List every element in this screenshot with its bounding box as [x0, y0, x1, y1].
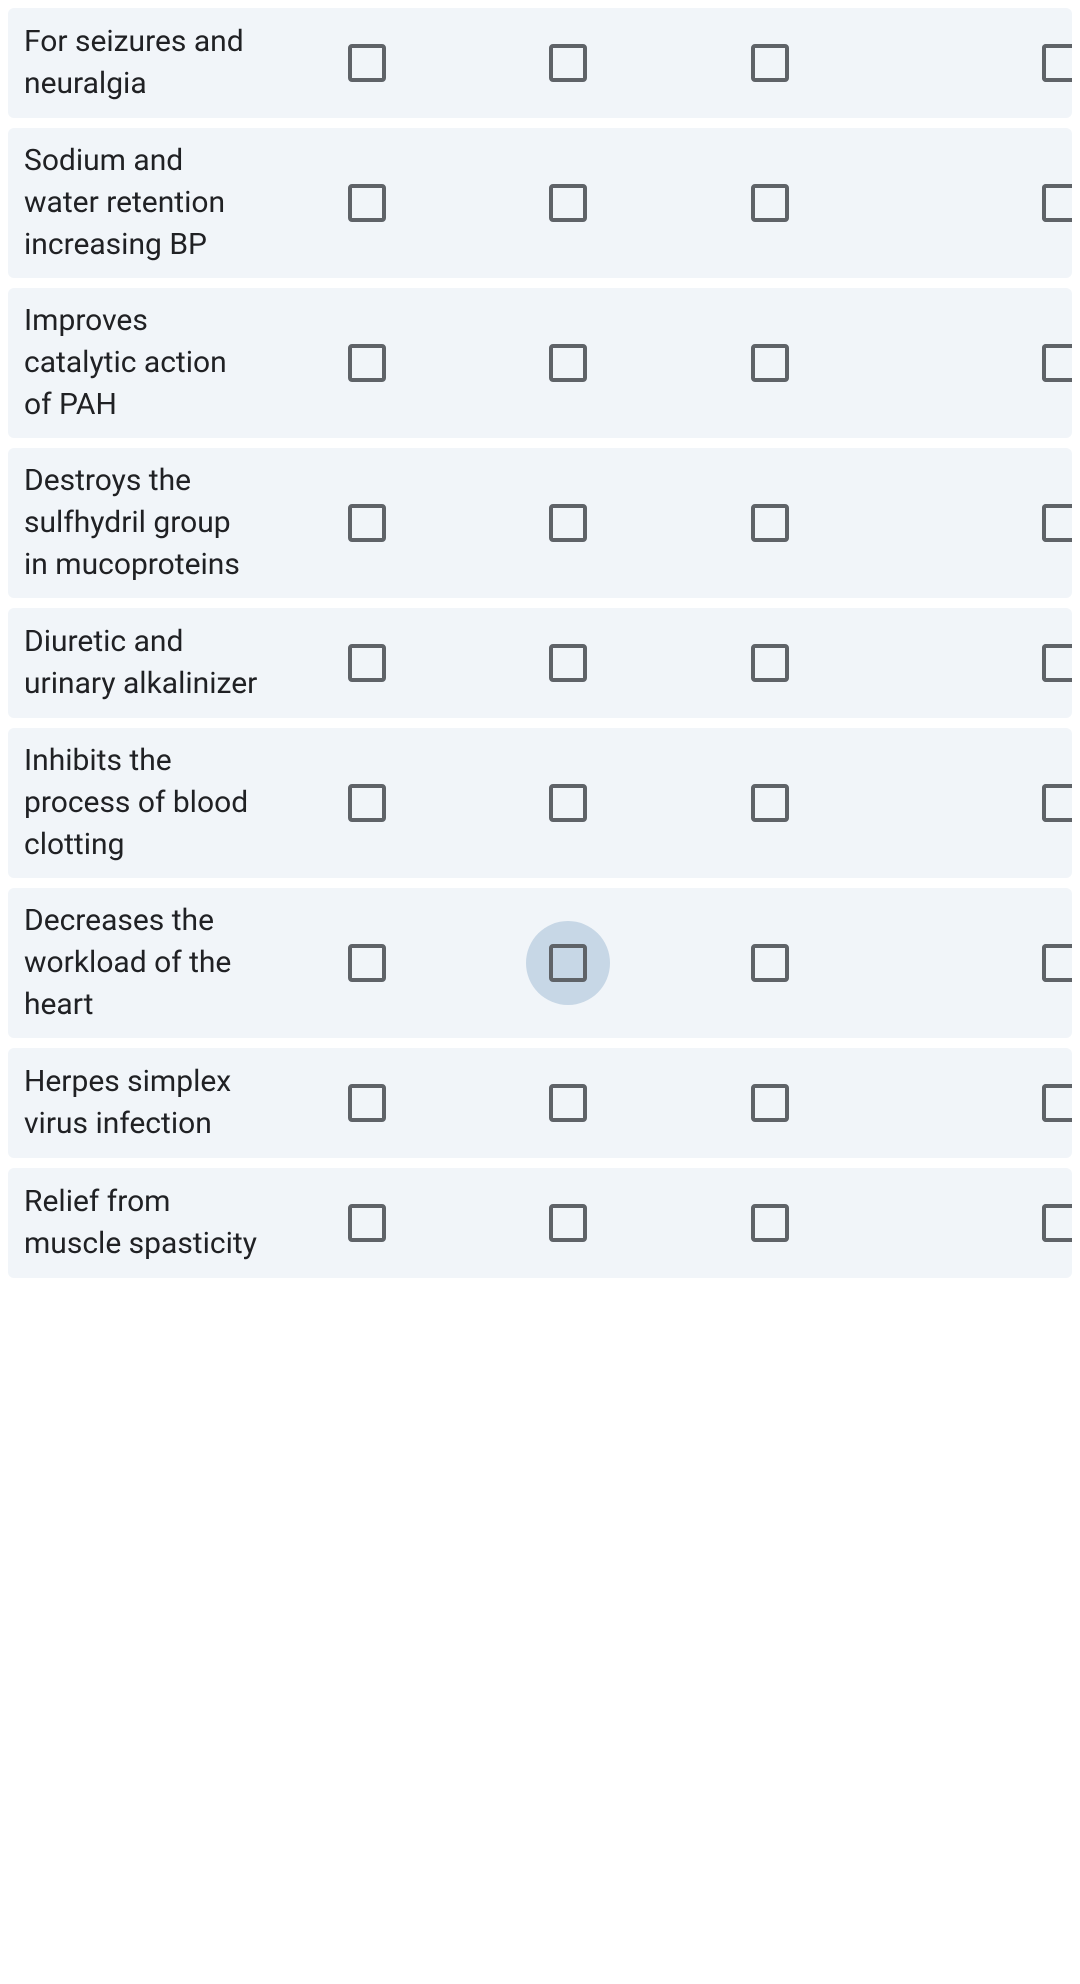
checkbox[interactable]	[549, 344, 587, 382]
checkbox[interactable]	[1042, 344, 1072, 382]
checkbox-cell	[266, 1204, 468, 1242]
row-label: Improves catalytic action of PAH	[24, 300, 266, 426]
row-label: Decreases the workload of the heart	[24, 900, 266, 1026]
checkbox[interactable]	[751, 1084, 789, 1122]
checkbox-cell	[871, 944, 1073, 982]
checkbox-cell	[468, 944, 670, 982]
checkbox-cell	[669, 184, 871, 222]
checkbox[interactable]	[348, 184, 386, 222]
grid-row: Diuretic and urinary alkalinizer	[8, 608, 1072, 718]
grid-row: Herpes simplex virus infection	[8, 1048, 1072, 1158]
checkbox[interactable]	[348, 1204, 386, 1242]
checkbox-cell	[669, 1204, 871, 1242]
checkbox-cell	[669, 1084, 871, 1122]
checkbox[interactable]	[348, 504, 386, 542]
checkbox-cell	[468, 504, 670, 542]
checkbox-cell	[468, 344, 670, 382]
checkbox[interactable]	[751, 1204, 789, 1242]
checkbox[interactable]	[1042, 644, 1072, 682]
checkbox-cell	[871, 504, 1073, 542]
checkbox[interactable]	[348, 344, 386, 382]
checkbox-cell	[871, 784, 1073, 822]
grid-row: Inhibits the process of blood clotting	[8, 728, 1072, 878]
checkbox-cell	[669, 344, 871, 382]
checkbox-cell	[266, 184, 468, 222]
checkbox-cell	[468, 1204, 670, 1242]
checkbox-cell	[669, 504, 871, 542]
checkbox-cell	[468, 1084, 670, 1122]
grid-row: For seizures and neuralgia	[8, 8, 1072, 118]
checkbox[interactable]	[1042, 944, 1072, 982]
checkbox[interactable]	[1042, 1084, 1072, 1122]
checkbox[interactable]	[348, 784, 386, 822]
checkbox[interactable]	[549, 784, 587, 822]
row-label: Herpes simplex virus infection	[24, 1061, 266, 1145]
grid-row: Destroys the sulfhydril group in mucopro…	[8, 448, 1072, 598]
checkbox-cell	[266, 644, 468, 682]
row-label: For seizures and neuralgia	[24, 21, 266, 105]
checkbox-cell	[669, 644, 871, 682]
checkbox[interactable]	[751, 344, 789, 382]
grid-row: Relief from muscle spasticity	[8, 1168, 1072, 1278]
grid-row: Sodium and water retention increasing BP	[8, 128, 1072, 278]
checkbox[interactable]	[348, 44, 386, 82]
checkbox[interactable]	[549, 44, 587, 82]
checkbox-cell	[669, 784, 871, 822]
grid-row: Improves catalytic action of PAH	[8, 288, 1072, 438]
checkbox[interactable]	[1042, 1204, 1072, 1242]
checkbox-cell	[871, 1084, 1073, 1122]
grid-row: Decreases the workload of the heart	[8, 888, 1072, 1038]
checkbox[interactable]	[751, 184, 789, 222]
checkbox[interactable]	[1042, 184, 1072, 222]
checkbox-cell	[468, 184, 670, 222]
checkbox[interactable]	[348, 1084, 386, 1122]
checkbox[interactable]	[1042, 504, 1072, 542]
row-label: Sodium and water retention increasing BP	[24, 140, 266, 266]
checkbox-cell	[669, 44, 871, 82]
checkbox[interactable]	[549, 1204, 587, 1242]
matching-grid: For seizures and neuralgia Sodium and wat…	[0, 0, 1080, 1286]
row-label: Relief from muscle spasticity	[24, 1181, 266, 1265]
checkbox[interactable]	[751, 644, 789, 682]
row-label: Diuretic and urinary alkalinizer	[24, 621, 266, 705]
checkbox[interactable]	[549, 944, 587, 982]
checkbox-cell	[266, 784, 468, 822]
checkbox[interactable]	[751, 44, 789, 82]
checkbox[interactable]	[751, 784, 789, 822]
checkbox-cell	[669, 944, 871, 982]
checkbox-cell	[871, 1204, 1073, 1242]
checkbox-cell	[871, 644, 1073, 682]
checkbox[interactable]	[549, 184, 587, 222]
checkbox[interactable]	[549, 504, 587, 542]
checkbox-cell	[266, 1084, 468, 1122]
row-label: Inhibits the process of blood clotting	[24, 740, 266, 866]
checkbox-cell	[871, 344, 1073, 382]
row-label: Destroys the sulfhydril group in mucopro…	[24, 460, 266, 586]
checkbox-cell	[871, 184, 1073, 222]
checkbox[interactable]	[549, 644, 587, 682]
checkbox-cell	[468, 644, 670, 682]
checkbox[interactable]	[1042, 784, 1072, 822]
checkbox-cell	[266, 344, 468, 382]
checkbox[interactable]	[751, 504, 789, 542]
checkbox-cell	[266, 44, 468, 82]
checkbox[interactable]	[348, 644, 386, 682]
checkbox[interactable]	[1042, 44, 1072, 82]
checkbox[interactable]	[549, 1084, 587, 1122]
checkbox-cell	[266, 944, 468, 982]
checkbox-cell	[468, 44, 670, 82]
checkbox[interactable]	[348, 944, 386, 982]
checkbox[interactable]	[751, 944, 789, 982]
checkbox-cell	[871, 44, 1073, 82]
checkbox-cell	[266, 504, 468, 542]
checkbox-cell	[468, 784, 670, 822]
